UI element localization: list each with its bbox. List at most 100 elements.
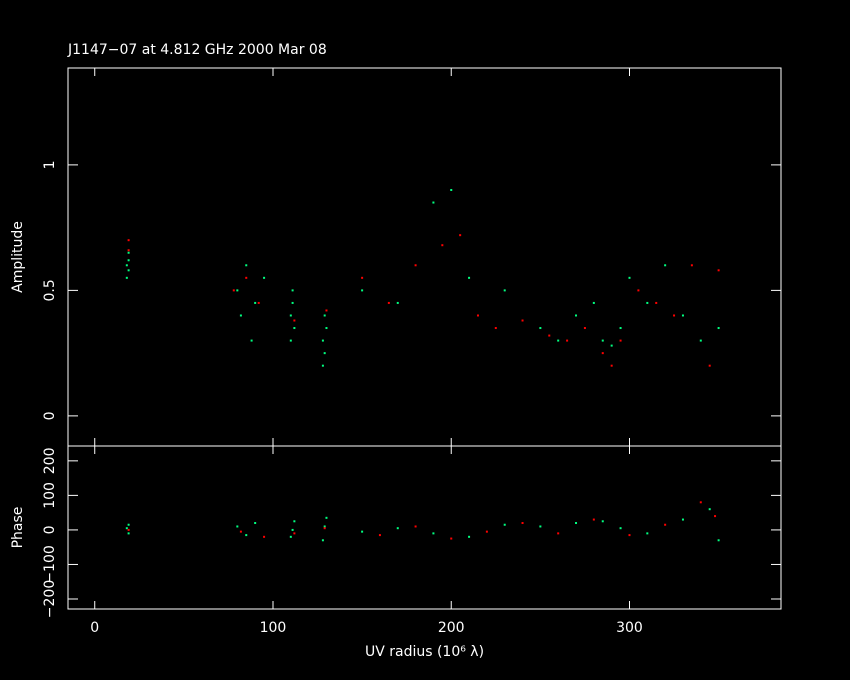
data-point — [468, 276, 471, 279]
data-point — [323, 314, 326, 317]
data-point — [592, 518, 595, 521]
data-point — [361, 530, 364, 533]
data-point — [127, 239, 130, 242]
data-point — [245, 276, 248, 279]
data-point — [254, 522, 257, 525]
data-point — [127, 249, 130, 252]
data-point — [127, 269, 130, 272]
data-point — [503, 523, 506, 526]
data-point — [361, 276, 364, 279]
data-point — [485, 530, 488, 533]
data-point — [681, 314, 684, 317]
data-point — [291, 289, 294, 292]
plot-frame — [67, 67, 782, 447]
data-point — [293, 327, 296, 330]
data-point — [646, 301, 649, 304]
x-tick-label: 0 — [90, 620, 99, 636]
data-point — [232, 289, 235, 292]
data-point — [396, 527, 399, 530]
data-point — [289, 339, 292, 342]
y-tick-label: −200 — [42, 580, 58, 618]
data-point — [239, 314, 242, 317]
data-point — [619, 339, 622, 342]
y-axis-label: Phase — [10, 507, 26, 549]
data-point — [441, 244, 444, 247]
data-point — [293, 319, 296, 322]
data-point — [263, 276, 266, 279]
data-point — [699, 501, 702, 504]
data-point — [127, 532, 130, 535]
data-point — [127, 251, 130, 254]
data-point — [575, 314, 578, 317]
y-tick-label: 0 — [42, 525, 58, 534]
data-point — [127, 259, 130, 262]
data-point — [361, 289, 364, 292]
data-point — [717, 269, 720, 272]
y-tick-label: 0 — [42, 411, 58, 420]
data-point — [610, 344, 613, 347]
data-point — [414, 264, 417, 267]
data-point — [690, 264, 693, 267]
data-point — [432, 201, 435, 204]
data-point — [708, 508, 711, 511]
data-point — [681, 518, 684, 521]
data-point — [325, 309, 328, 312]
plot-frame — [67, 445, 782, 610]
y-tick-label: 0.5 — [42, 279, 58, 301]
data-point — [664, 523, 667, 526]
data-point — [250, 339, 253, 342]
data-point — [323, 352, 326, 355]
data-point — [566, 339, 569, 342]
data-point — [655, 301, 658, 304]
y-tick-label: −100 — [42, 545, 58, 583]
data-point — [468, 535, 471, 538]
data-point — [291, 528, 294, 531]
data-point — [387, 301, 390, 304]
data-point — [236, 525, 239, 528]
x-tick-label: 100 — [260, 620, 287, 636]
data-point — [601, 339, 604, 342]
data-point — [414, 525, 417, 528]
data-point — [236, 289, 239, 292]
data-point — [673, 314, 676, 317]
data-point — [378, 534, 381, 537]
data-point — [708, 364, 711, 367]
data-point — [601, 520, 604, 523]
data-point — [557, 339, 560, 342]
data-point — [521, 522, 524, 525]
data-point — [263, 535, 266, 538]
x-axis-label: UV radius (10⁶ λ) — [365, 644, 484, 660]
data-point — [321, 364, 324, 367]
data-point — [610, 364, 613, 367]
data-point — [245, 264, 248, 267]
data-point — [291, 301, 294, 304]
data-point — [239, 530, 242, 533]
data-point — [325, 327, 328, 330]
x-tick-label: 300 — [616, 620, 643, 636]
data-point — [459, 234, 462, 237]
data-point — [539, 327, 542, 330]
data-point — [619, 527, 622, 530]
data-point — [289, 314, 292, 317]
data-point — [699, 339, 702, 342]
y-tick-label: 200 — [42, 447, 58, 474]
data-point — [293, 532, 296, 535]
data-point — [127, 523, 130, 526]
data-point — [557, 532, 560, 535]
y-tick-label: 1 — [42, 160, 58, 169]
data-point — [321, 539, 324, 542]
data-point — [628, 534, 631, 537]
data-point — [325, 516, 328, 519]
data-point — [637, 289, 640, 292]
data-point — [619, 327, 622, 330]
data-point — [521, 319, 524, 322]
data-point — [432, 532, 435, 535]
data-point — [583, 327, 586, 330]
y-tick-label: 100 — [42, 482, 58, 509]
data-point — [125, 276, 128, 279]
data-point — [646, 532, 649, 535]
data-point — [717, 327, 720, 330]
data-point — [548, 334, 551, 337]
data-point — [575, 522, 578, 525]
